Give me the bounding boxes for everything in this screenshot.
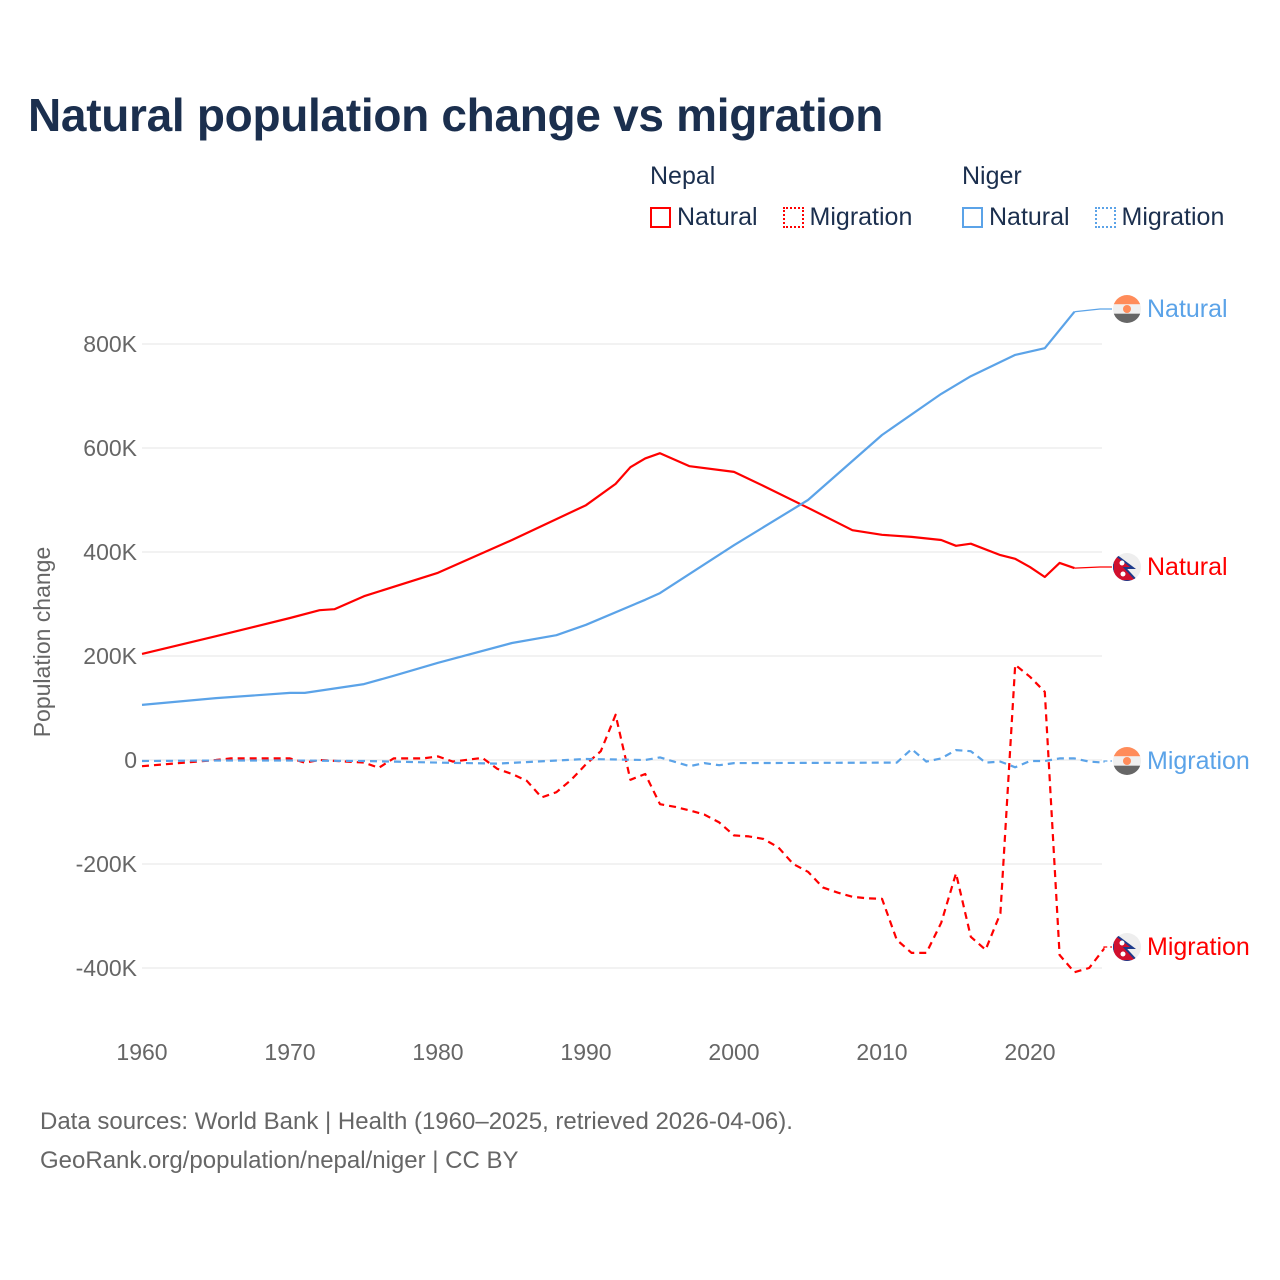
y-tick-label: -400K: [76, 955, 138, 981]
x-tick-label: 1990: [560, 1039, 611, 1065]
legend-group-niger: Niger Natural Migration: [962, 162, 1224, 235]
legend-swatch-solid: [650, 207, 671, 228]
legend-swatch-dotted: [782, 207, 804, 228]
legend-title-nepal: Nepal: [650, 162, 716, 190]
label-leader-line: [1103, 946, 1112, 949]
legend-item-niger-migration[interactable]: Migration: [1094, 203, 1225, 232]
y-tick-label: 0: [124, 747, 137, 773]
y-tick-label: 600K: [83, 435, 137, 461]
legend-label: Natural: [677, 203, 758, 231]
series-line-nepal-natural: [141, 452, 1075, 655]
series-line-niger-migration: [141, 747, 1105, 769]
legend-label: Migration: [1121, 203, 1225, 231]
nepal-flag-icon: [1113, 553, 1141, 581]
x-tick-label: 2000: [708, 1039, 759, 1065]
label-leader-line: [1074, 566, 1112, 569]
x-tick-label: 1970: [264, 1039, 315, 1065]
legend-item-niger-natural[interactable]: Natural: [962, 203, 1070, 232]
end-label: Natural: [1147, 553, 1228, 581]
chart-title: Natural population change vs migration: [28, 89, 884, 141]
legend-item-nepal-migration[interactable]: Migration: [782, 203, 913, 232]
legend-label: Natural: [989, 203, 1070, 231]
legend-swatch-dotted: [1094, 207, 1116, 228]
end-label: Natural: [1147, 295, 1228, 323]
legend-title-niger: Niger: [962, 162, 1022, 190]
y-axis-label: Population change: [29, 547, 55, 738]
end-label: Migration: [1147, 747, 1250, 775]
footer-credit[interactable]: GeoRank.org/population/nepal/niger | CC …: [40, 1147, 519, 1174]
series-line-nepal-migration: [141, 663, 1105, 974]
series-line-niger-natural: [141, 311, 1076, 706]
x-tick-label: 1960: [116, 1039, 167, 1065]
y-tick-label: 200K: [83, 643, 137, 669]
legend-group-nepal: Nepal Natural Migration: [650, 162, 930, 235]
niger-flag-icon: [1113, 295, 1141, 323]
nepal-flag-icon: [1113, 933, 1141, 961]
y-tick-label: 400K: [83, 539, 137, 565]
x-tick-label: 1980: [412, 1039, 463, 1065]
x-tick-label: 2010: [856, 1039, 907, 1065]
legend-label: Migration: [809, 203, 913, 231]
end-label: Migration: [1147, 933, 1250, 961]
niger-flag-icon: [1113, 747, 1141, 775]
label-leader-line: [1074, 308, 1112, 313]
y-tick-label: 800K: [83, 331, 137, 357]
footer-sources: Data sources: World Bank | Health (1960–…: [40, 1108, 793, 1135]
x-tick-label: 2020: [1004, 1039, 1055, 1065]
legend-swatch-solid: [962, 207, 983, 228]
legend-item-nepal-natural[interactable]: Natural: [650, 203, 758, 232]
label-leader-line: [1103, 760, 1112, 763]
y-tick-label: -200K: [76, 851, 138, 877]
